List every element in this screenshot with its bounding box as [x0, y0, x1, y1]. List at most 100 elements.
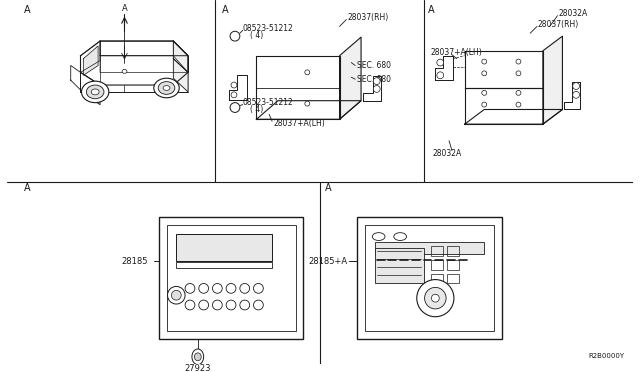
Ellipse shape	[231, 82, 237, 88]
Bar	[447, 274, 459, 283]
Ellipse shape	[172, 290, 181, 300]
Text: A: A	[122, 4, 127, 13]
Ellipse shape	[185, 283, 195, 293]
Polygon shape	[465, 51, 543, 88]
Ellipse shape	[231, 92, 237, 98]
Bar	[357, 217, 502, 339]
Ellipse shape	[373, 86, 380, 92]
Ellipse shape	[212, 300, 222, 310]
Ellipse shape	[431, 294, 439, 302]
Polygon shape	[81, 41, 188, 85]
Ellipse shape	[482, 90, 486, 95]
Ellipse shape	[86, 85, 104, 99]
Ellipse shape	[424, 288, 446, 309]
Bar	[264, 93, 279, 114]
Ellipse shape	[185, 300, 195, 310]
Ellipse shape	[516, 59, 521, 64]
Text: 27923: 27923	[184, 364, 211, 372]
Polygon shape	[340, 37, 361, 119]
Bar	[447, 260, 459, 270]
Ellipse shape	[573, 92, 580, 98]
Text: 08523-51212: 08523-51212	[243, 24, 294, 33]
Ellipse shape	[240, 283, 250, 293]
Ellipse shape	[226, 300, 236, 310]
Ellipse shape	[81, 81, 109, 103]
Polygon shape	[257, 56, 340, 119]
Ellipse shape	[230, 31, 240, 41]
Ellipse shape	[417, 280, 454, 317]
Text: ( 4): ( 4)	[250, 105, 263, 114]
Bar	[431, 274, 443, 283]
Ellipse shape	[482, 59, 486, 64]
Text: 28185+A: 28185+A	[308, 257, 348, 266]
Ellipse shape	[122, 70, 127, 73]
Polygon shape	[173, 59, 188, 92]
Bar	[431, 246, 443, 256]
Text: ( 4): ( 4)	[250, 31, 263, 40]
Text: S: S	[233, 33, 237, 39]
Text: A: A	[428, 5, 434, 15]
Ellipse shape	[163, 86, 170, 90]
Bar	[375, 243, 484, 254]
Bar	[264, 64, 279, 86]
Ellipse shape	[192, 349, 204, 365]
Bar	[431, 260, 443, 270]
Polygon shape	[465, 109, 563, 124]
Text: 28037(RH): 28037(RH)	[538, 20, 579, 29]
Polygon shape	[100, 56, 188, 72]
Ellipse shape	[573, 83, 580, 89]
Ellipse shape	[253, 300, 263, 310]
Polygon shape	[543, 36, 563, 124]
Text: 28037+A(LH): 28037+A(LH)	[273, 119, 325, 128]
Ellipse shape	[212, 283, 222, 293]
Ellipse shape	[168, 286, 185, 304]
Ellipse shape	[437, 59, 444, 66]
Polygon shape	[465, 88, 543, 124]
Polygon shape	[173, 41, 188, 72]
Bar	[176, 262, 272, 268]
Ellipse shape	[230, 103, 240, 112]
Ellipse shape	[195, 353, 201, 361]
Ellipse shape	[240, 300, 250, 310]
Ellipse shape	[516, 71, 521, 76]
Text: SEC. 680: SEC. 680	[357, 61, 391, 70]
Text: A: A	[325, 183, 332, 193]
Ellipse shape	[199, 283, 209, 293]
Bar	[159, 217, 303, 339]
Polygon shape	[257, 101, 361, 119]
Ellipse shape	[305, 101, 310, 106]
Ellipse shape	[373, 78, 380, 84]
Ellipse shape	[226, 283, 236, 293]
Polygon shape	[71, 65, 81, 90]
Ellipse shape	[372, 232, 385, 240]
Polygon shape	[435, 56, 453, 80]
Text: A: A	[24, 183, 31, 193]
Ellipse shape	[253, 283, 263, 293]
Text: 28037(RH): 28037(RH)	[348, 13, 388, 22]
Ellipse shape	[154, 78, 179, 98]
Polygon shape	[100, 41, 188, 56]
Text: A: A	[222, 5, 229, 15]
Ellipse shape	[199, 300, 209, 310]
Text: 28032A: 28032A	[433, 149, 461, 158]
Bar	[447, 246, 459, 256]
Ellipse shape	[482, 71, 486, 76]
Text: 28032A: 28032A	[559, 9, 588, 18]
Polygon shape	[564, 82, 580, 109]
Ellipse shape	[437, 72, 444, 79]
Ellipse shape	[482, 102, 486, 107]
Ellipse shape	[305, 70, 310, 75]
Bar	[176, 234, 272, 261]
Bar	[375, 248, 424, 282]
Bar	[122, 62, 134, 70]
Ellipse shape	[92, 89, 99, 95]
Ellipse shape	[394, 232, 406, 240]
Polygon shape	[81, 41, 100, 72]
Polygon shape	[81, 72, 100, 105]
Text: A: A	[24, 5, 31, 15]
Polygon shape	[363, 76, 381, 101]
Polygon shape	[229, 75, 246, 100]
Ellipse shape	[158, 81, 175, 94]
Text: 28185: 28185	[122, 257, 148, 266]
Bar	[166, 225, 296, 331]
